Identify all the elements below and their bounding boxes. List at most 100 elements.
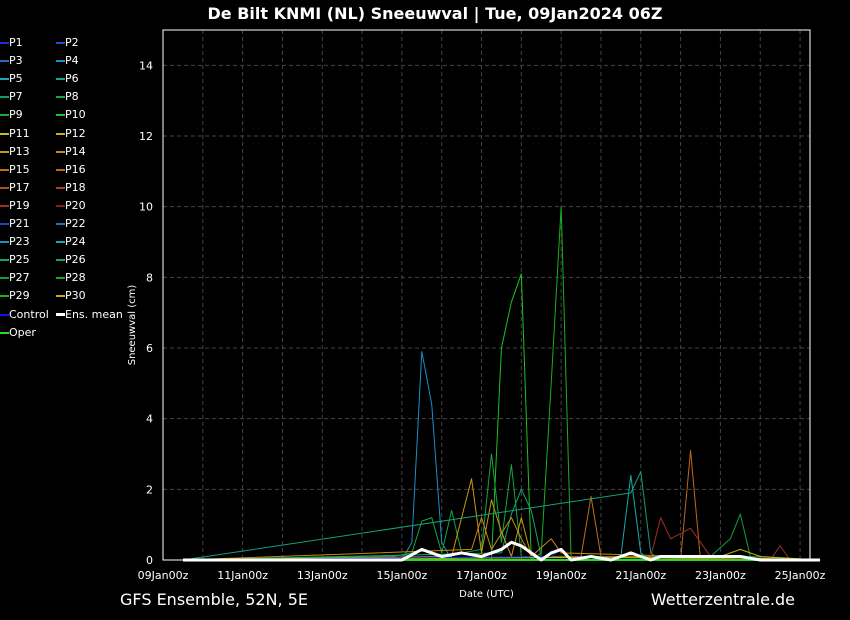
legend-label: P21 bbox=[9, 217, 30, 230]
legend-item: P1 bbox=[0, 36, 23, 54]
legend-label: P2 bbox=[65, 36, 79, 49]
x-tick-label: 11Jan00z bbox=[217, 569, 268, 582]
legend-swatch bbox=[0, 150, 9, 153]
legend-label: P19 bbox=[9, 198, 30, 212]
y-tick-label: 6 bbox=[146, 342, 153, 355]
legend-swatch bbox=[0, 313, 9, 316]
legend-label: P6 bbox=[65, 72, 79, 86]
chart-title: De Bilt KNMI (NL) Sneeuwval | Tue, 09Jan… bbox=[207, 4, 663, 23]
legend-label: P3 bbox=[9, 54, 23, 68]
legend-label: P26 bbox=[65, 253, 86, 267]
legend-swatch bbox=[0, 204, 9, 207]
legend-item: P18 bbox=[56, 181, 86, 199]
legend-swatch bbox=[56, 42, 65, 44]
legend-item: P28 bbox=[56, 271, 86, 289]
legend-label: P23 bbox=[9, 235, 30, 249]
legend-swatch bbox=[56, 132, 65, 135]
legend-swatch bbox=[0, 168, 9, 171]
y-tick-label: 0 bbox=[146, 554, 153, 567]
legend-item: P11 bbox=[0, 127, 30, 145]
series-line-p13 bbox=[182, 478, 820, 561]
y-tick-label: 10 bbox=[139, 201, 153, 214]
plot-frame bbox=[162, 29, 811, 561]
legend-label: P14 bbox=[65, 144, 86, 158]
legend-item: P13 bbox=[0, 145, 30, 163]
legend-label: P5 bbox=[9, 72, 23, 86]
series-line-p30 bbox=[182, 548, 820, 561]
legend-swatch bbox=[0, 277, 9, 280]
legend-label: Ens. mean bbox=[65, 307, 123, 321]
legend-item: Oper bbox=[0, 326, 36, 344]
legend-swatch bbox=[56, 241, 65, 244]
legend-item: P8 bbox=[56, 90, 79, 108]
y-tick-label: 14 bbox=[139, 59, 153, 72]
legend-item: P3 bbox=[0, 54, 23, 72]
legend-item: P27 bbox=[0, 271, 30, 289]
legend-swatch bbox=[0, 96, 9, 99]
legend-item: P10 bbox=[56, 108, 86, 126]
legend-label: P22 bbox=[65, 217, 86, 230]
legend-swatch bbox=[56, 78, 65, 81]
source-label: Wetterzentrale.de bbox=[650, 590, 795, 609]
y-tick-label: 12 bbox=[139, 130, 153, 143]
legend-swatch bbox=[56, 60, 65, 63]
legend-swatch bbox=[0, 78, 9, 81]
legend-item: P4 bbox=[56, 54, 79, 72]
legend-swatch bbox=[0, 186, 9, 189]
legend-label: P30 bbox=[65, 289, 86, 303]
legend-swatch bbox=[0, 114, 9, 117]
legend-label: P1 bbox=[9, 36, 23, 49]
legend-label: P20 bbox=[65, 198, 86, 212]
series-line-p4 bbox=[182, 351, 820, 561]
legend-label: P25 bbox=[9, 253, 30, 267]
legend-item: P20 bbox=[56, 199, 86, 217]
legend-label: P16 bbox=[65, 162, 86, 176]
x-tick-label: 17Jan00z bbox=[456, 569, 507, 582]
legend-swatch bbox=[56, 168, 65, 171]
y-axis-label: Sneeuwval (cm) bbox=[127, 285, 138, 366]
legend-swatch bbox=[0, 42, 9, 44]
legend-label: Oper bbox=[9, 325, 36, 339]
legend-label: P17 bbox=[9, 180, 30, 194]
legend-label: P27 bbox=[9, 271, 30, 285]
series-line-p25 bbox=[182, 471, 820, 561]
legend-item: P25 bbox=[0, 253, 30, 271]
legend-swatch bbox=[0, 60, 9, 63]
legend-item: P30 bbox=[56, 289, 86, 307]
series-line-p14 bbox=[182, 517, 820, 561]
x-tick-label: 23Jan00z bbox=[695, 569, 746, 582]
legend-item: P17 bbox=[0, 181, 30, 199]
legend-item: P6 bbox=[56, 72, 79, 90]
legend-item: P15 bbox=[0, 163, 30, 181]
legend-swatch bbox=[0, 259, 9, 262]
legend-swatch bbox=[0, 132, 9, 135]
legend-swatch bbox=[56, 150, 65, 153]
legend-swatch bbox=[56, 277, 65, 280]
x-tick-label: 21Jan00z bbox=[615, 569, 666, 582]
legend-label: P24 bbox=[65, 235, 86, 249]
legend-label: P10 bbox=[65, 108, 86, 122]
legend-swatch bbox=[0, 295, 9, 298]
legend-swatch bbox=[56, 204, 65, 207]
x-tick-label: 13Jan00z bbox=[297, 569, 348, 582]
y-tick-label: 2 bbox=[146, 483, 153, 496]
legend-label: P28 bbox=[65, 271, 86, 285]
legend-swatch bbox=[0, 241, 9, 244]
legend-item: P2 bbox=[56, 36, 79, 54]
legend-label: P18 bbox=[65, 180, 86, 194]
legend-swatch bbox=[56, 259, 65, 262]
legend-label: Control bbox=[9, 307, 49, 321]
legend-item: Ens. mean bbox=[56, 308, 123, 326]
y-tick-label: 8 bbox=[146, 271, 153, 284]
legend-item: P16 bbox=[56, 163, 86, 181]
legend-label: P9 bbox=[9, 108, 23, 122]
model-label: GFS Ensemble, 52N, 5E bbox=[120, 590, 308, 609]
x-axis-label: Date (UTC) bbox=[459, 589, 514, 600]
legend-item: Control bbox=[0, 308, 49, 326]
legend-swatch bbox=[56, 114, 65, 117]
legend-item: P19 bbox=[0, 199, 30, 217]
legend-item: P7 bbox=[0, 90, 23, 108]
legend-swatch bbox=[0, 331, 9, 334]
y-tick-label: 4 bbox=[146, 413, 153, 426]
